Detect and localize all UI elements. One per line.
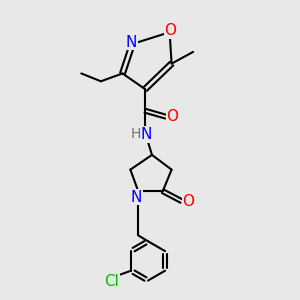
- Text: N: N: [126, 34, 137, 50]
- Text: N: N: [130, 190, 142, 205]
- Text: Cl: Cl: [104, 274, 119, 289]
- Text: O: O: [182, 194, 194, 208]
- Text: H: H: [131, 127, 141, 141]
- Text: N: N: [140, 127, 152, 142]
- Text: O: O: [165, 23, 177, 38]
- Text: O: O: [167, 109, 178, 124]
